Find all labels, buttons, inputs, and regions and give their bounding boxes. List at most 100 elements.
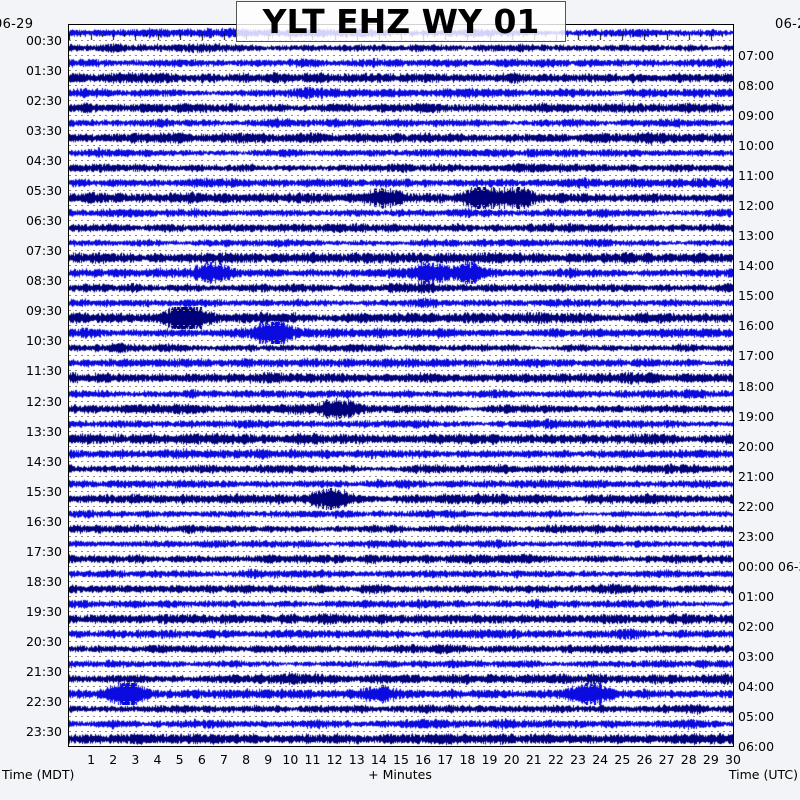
gridline <box>69 401 733 402</box>
gridline <box>69 656 733 657</box>
gridline <box>69 716 733 717</box>
gridline <box>69 310 733 311</box>
time-label-mdt: 15:30 <box>25 483 62 499</box>
time-label-mdt: 08:30 <box>25 273 62 289</box>
gridline <box>69 265 733 266</box>
page-title: YLT EHZ WY 01 <box>262 2 540 41</box>
time-label-utc: 07:00 <box>738 48 775 64</box>
gridline <box>69 611 733 612</box>
minute-tick-label: 3 <box>131 752 140 767</box>
gridline <box>69 325 733 326</box>
time-label-utc: 18:00 <box>738 378 775 394</box>
gridline <box>69 145 733 146</box>
gridline <box>69 596 733 597</box>
gridline <box>69 235 733 236</box>
right-axis-label: Time (UTC) <box>728 767 798 782</box>
minute-tick-label: 19 <box>481 752 498 767</box>
minute-tick-label: 8 <box>242 752 251 767</box>
gridline <box>69 295 733 296</box>
time-label-mdt: 11:30 <box>25 363 62 379</box>
minute-tick-label: 2 <box>109 752 118 767</box>
time-label-mdt: 07:30 <box>25 243 62 259</box>
time-label-mdt: 01:30 <box>25 63 62 79</box>
time-label-mdt: 05:30 <box>25 183 62 199</box>
minute-tick-label: 24 <box>592 752 609 767</box>
time-label-utc: 16:00 <box>738 318 775 334</box>
gridline <box>69 280 733 281</box>
gridline <box>69 250 733 251</box>
gridline <box>69 671 733 672</box>
time-label-utc: 08:00 <box>738 78 775 94</box>
minute-tick-label: 5 <box>175 752 184 767</box>
minute-tick-label: 7 <box>219 752 228 767</box>
time-label-utc: 14:00 <box>738 258 775 274</box>
time-label-mdt: 19:30 <box>25 603 62 619</box>
gridline <box>69 491 733 492</box>
time-label-utc: 11:00 <box>738 168 775 184</box>
time-label-utc: 20:00 <box>738 438 775 454</box>
gridline <box>69 581 733 582</box>
gridline <box>69 476 733 477</box>
gridline <box>69 220 733 221</box>
minute-tick-label: 4 <box>153 752 162 767</box>
gridline <box>69 536 733 537</box>
gridline <box>69 355 733 356</box>
gridline <box>69 190 733 191</box>
minute-tick-label: 13 <box>348 752 365 767</box>
trace-area <box>69 25 733 746</box>
time-label-mdt: 23:30 <box>25 723 62 739</box>
time-label-utc: 05:00 <box>738 708 775 724</box>
gridline <box>69 566 733 567</box>
minute-tick-label: 29 <box>702 752 719 767</box>
left-axis-label: Time (MDT) <box>2 767 75 782</box>
minute-tick-label: 16 <box>415 752 432 767</box>
minute-tick-label: 20 <box>503 752 520 767</box>
time-label-utc: 03:00 <box>738 648 775 664</box>
seismogram-trace <box>69 727 733 746</box>
minute-tick-label: 10 <box>282 752 299 767</box>
minute-tick-label: 23 <box>570 752 587 767</box>
time-label-utc: 06:00 <box>738 739 775 754</box>
minute-tick-label: 18 <box>459 752 476 767</box>
title-box <box>236 1 566 42</box>
gridline <box>69 205 733 206</box>
time-label-mdt: 00:30 <box>25 33 62 49</box>
time-label-mdt: 06:30 <box>25 213 62 229</box>
gridline <box>69 641 733 642</box>
gridline <box>69 461 733 462</box>
gridline <box>69 55 733 56</box>
gridline <box>69 175 733 176</box>
bottom-axis-label: + Minutes <box>368 767 432 782</box>
minute-tick-label: 21 <box>525 752 542 767</box>
time-label-mdt: 21:30 <box>25 663 62 679</box>
time-label-utc: 19:00 <box>738 408 775 424</box>
gridline <box>69 340 733 341</box>
minute-tick-label: 27 <box>658 752 675 767</box>
minute-tick-label: 28 <box>680 752 697 767</box>
gridline <box>69 130 733 131</box>
time-label-utc: 10:00 <box>738 138 775 154</box>
gridline <box>69 446 733 447</box>
gridline <box>69 521 733 522</box>
minute-tick-label: 15 <box>393 752 409 767</box>
minute-tick-label: 12 <box>326 752 343 767</box>
minute-tick-label: 22 <box>547 752 564 767</box>
gridline <box>69 686 733 687</box>
time-label-utc: 09:00 <box>738 108 775 124</box>
minute-tick-label: 11 <box>304 752 321 767</box>
gridline <box>69 431 733 432</box>
time-label-mdt: 20:30 <box>25 633 62 649</box>
minute-tick-label: 25 <box>614 752 631 767</box>
minute-tick-label: 6 <box>197 752 206 767</box>
gridline <box>69 160 733 161</box>
gridline <box>69 386 733 387</box>
time-label-utc: 02:00 <box>738 618 775 634</box>
gridline <box>69 731 733 732</box>
time-label-mdt: 09:30 <box>25 303 62 319</box>
gridline <box>69 506 733 507</box>
gridline <box>69 626 733 627</box>
time-label-utc: 01:00 <box>738 588 775 604</box>
minute-tick-label: 26 <box>636 752 653 767</box>
time-label-utc: 12:00 <box>738 198 775 214</box>
